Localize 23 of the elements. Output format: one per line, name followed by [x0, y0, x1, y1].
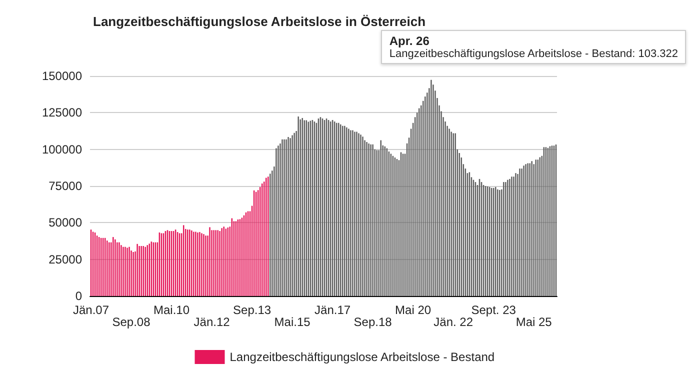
x-tick-label: Mai 20	[395, 303, 432, 317]
x-tick-label: Jän. 22	[434, 315, 474, 329]
x-tick-label: Sep.13	[233, 303, 272, 317]
x-tick-label: Mai.15	[274, 315, 311, 329]
x-tick-label: Jän.07	[72, 303, 110, 317]
chart-title: Langzeitbeschäftigungslose Arbeitslose in Österreich	[93, 14, 426, 29]
x-tick-label: Sep.08	[112, 315, 151, 329]
y-tick-label: 100000	[42, 142, 82, 156]
y-tick-label: 25000	[48, 252, 82, 266]
y-tick-label: 150000	[42, 69, 82, 83]
legend-label: Langzeitbeschäftigungslose Arbeitslose - Bestand	[230, 350, 495, 364]
x-tick-label: Mai.10	[154, 303, 190, 317]
y-tick-label: 50000	[48, 216, 82, 230]
x-tick-label: Mai 25	[516, 315, 552, 329]
y-tick-label: 75000	[48, 179, 82, 193]
x-tick-label: Sept. 23	[471, 303, 516, 317]
y-tick-label: 0	[75, 289, 82, 303]
text: Apr. 26	[389, 34, 430, 48]
x-tick-label: Jän.17	[314, 303, 351, 317]
y-tick-label: 125000	[42, 106, 82, 120]
x-tick-label: Sep.18	[354, 315, 392, 329]
text: Langzeitbeschäftigungslose Arbeitslose - Bestand: 103.322	[389, 48, 678, 60]
x-tick-label: Jän.12	[194, 315, 230, 329]
